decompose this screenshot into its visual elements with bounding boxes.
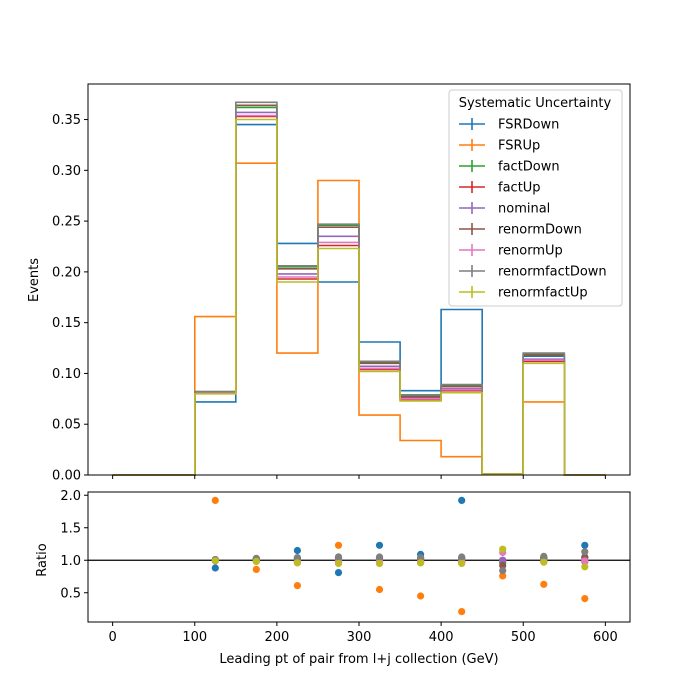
ratio-point-renormfactup	[499, 545, 507, 553]
ratio-point-renormfactup	[581, 563, 589, 571]
ratio-point-renormfactup	[375, 559, 384, 568]
ratio-point-fsrup	[293, 582, 301, 590]
ratio-point-renormfactdown	[375, 553, 384, 561]
ratio-point-fsrup	[375, 585, 384, 594]
x-tick-label: 400	[429, 630, 454, 645]
ratio-point-fsrup	[334, 541, 343, 549]
legend-entry-renormup: renormUp	[459, 244, 563, 259]
legend-entries: FSRDown FSRUp factDown factUp nominal renormD…	[459, 118, 607, 301]
ratio-point-renormfactdown	[499, 567, 507, 575]
ratio-point-fsrup	[581, 595, 589, 603]
ratio-point-fsrdown	[334, 569, 343, 577]
y-tick-label: 0.25	[52, 215, 81, 230]
ratio-points	[88, 496, 630, 616]
ratio-point-fsrup	[211, 496, 219, 504]
events-panel: 0.000.050.100.150.200.250.300.35 Events …	[27, 83, 631, 484]
ratio-point-renormfactup	[252, 557, 260, 566]
ratio-point-fsrup	[458, 608, 466, 616]
legend-label: FSRDown	[498, 118, 559, 133]
ratio-point-nominal	[499, 556, 507, 564]
ratio-y-ticks: 0.5 1.0 1.5 2.0	[60, 489, 88, 601]
y-tick-label: 0.35	[52, 113, 81, 128]
legend-entry-factdown: factDown	[459, 160, 560, 175]
legend-entry-factup: factUp	[459, 181, 541, 196]
ratio-point-fsrdown	[375, 541, 384, 549]
ratio-point-renormfactup	[211, 557, 219, 565]
events-histograms	[112, 101, 606, 476]
legend-label: renormDown	[498, 223, 582, 238]
y-tick-label: 0.10	[52, 367, 81, 382]
x-tick-label: 200	[264, 630, 289, 645]
x-axis-label: Leading pt of pair from l+j collection (…	[219, 652, 498, 667]
legend-title: Systematic Uncertainty	[459, 96, 612, 111]
ratio-point-renormfactdown	[581, 548, 589, 556]
ratio-y-axis-label: Ratio	[35, 543, 50, 576]
y-tick-label: 0.00	[52, 469, 81, 484]
ratio-point-renormfactdown	[458, 553, 466, 561]
y-tick-label: 0.05	[52, 418, 81, 433]
legend-entry-fsrup: FSRUp	[459, 139, 540, 154]
ratio-panel: 0 100 200 300 400 500 600 0.5 1.0 1.5 2.0 Ratio L…	[35, 489, 631, 667]
y-tick-label: 0.20	[52, 265, 81, 280]
ratio-point-renormfactup	[458, 559, 466, 568]
ratio-point-fsrup	[417, 592, 425, 600]
x-tick-label: 100	[182, 630, 207, 645]
legend-label: factDown	[498, 160, 560, 175]
y-tick-label: 0.5	[60, 586, 81, 601]
ratio-point-renormfactdown	[334, 553, 343, 561]
ratio-point-renormfactdown	[540, 552, 548, 561]
legend-entry-renormfactup: renormfactUp	[459, 286, 588, 301]
legend-entry-nominal: nominal	[459, 202, 550, 217]
y-tick-label: 1.0	[60, 554, 81, 569]
legend-label: renormUp	[498, 244, 563, 259]
ratio-point-renormfactup	[293, 559, 301, 567]
ratio-point-renormfactdown	[417, 554, 425, 562]
ratio-point-fsrdown	[293, 546, 301, 555]
legend-entry-renormdown: renormDown	[459, 223, 582, 238]
ratio-point-renormfactup	[540, 558, 548, 566]
ratio-x-ticks: 0 100 200 300 400 500 600	[108, 622, 618, 645]
ratio-point-renormfactup	[334, 559, 343, 568]
y-tick-label: 2.0	[60, 489, 81, 504]
ratio-point-fsrdown	[211, 564, 219, 572]
ratio-point-renormdown	[499, 561, 507, 570]
histogram-renormfactup	[112, 118, 606, 476]
x-tick-label: 500	[511, 630, 536, 645]
ratio-point-renormfactup	[417, 559, 425, 567]
ratio-point-fsrdown	[458, 496, 466, 504]
legend-frame	[448, 89, 623, 307]
legend-label: renormfactDown	[498, 265, 607, 280]
y-tick-label: 0.30	[52, 164, 81, 179]
legend-label: renormfactUp	[498, 286, 588, 301]
legend-label: nominal	[498, 202, 550, 217]
ratio-point-fsrdown	[581, 541, 589, 549]
ratio-point-renormfactdown	[293, 554, 301, 562]
x-tick-label: 600	[593, 630, 618, 645]
ratio-point-fsrup	[499, 572, 507, 580]
events-x-ticks	[112, 475, 606, 479]
ratio-point-fsrup	[540, 580, 548, 588]
legend-label: FSRUp	[498, 139, 540, 154]
legend-label: factUp	[498, 181, 541, 196]
y-tick-label: 1.5	[60, 521, 81, 536]
events-y-ticks: 0.00 0.05 0.10 0.15 0.20 0.25 0.30 0.35	[52, 113, 88, 484]
ratio-point-renormup	[581, 557, 589, 565]
x-tick-label: 0	[108, 630, 116, 645]
events-y-axis-label: Events	[27, 258, 42, 302]
legend-entry-fsrdown: FSRDown	[459, 118, 559, 133]
legend-entry-renormfactdown: renormfactDown	[459, 265, 607, 280]
ratio-point-fsrup	[252, 565, 260, 574]
y-tick-label: 0.15	[52, 316, 81, 331]
legend: Systematic Uncertainty FSRDown FSRUp factD…	[448, 89, 623, 307]
x-tick-label: 300	[347, 630, 372, 645]
